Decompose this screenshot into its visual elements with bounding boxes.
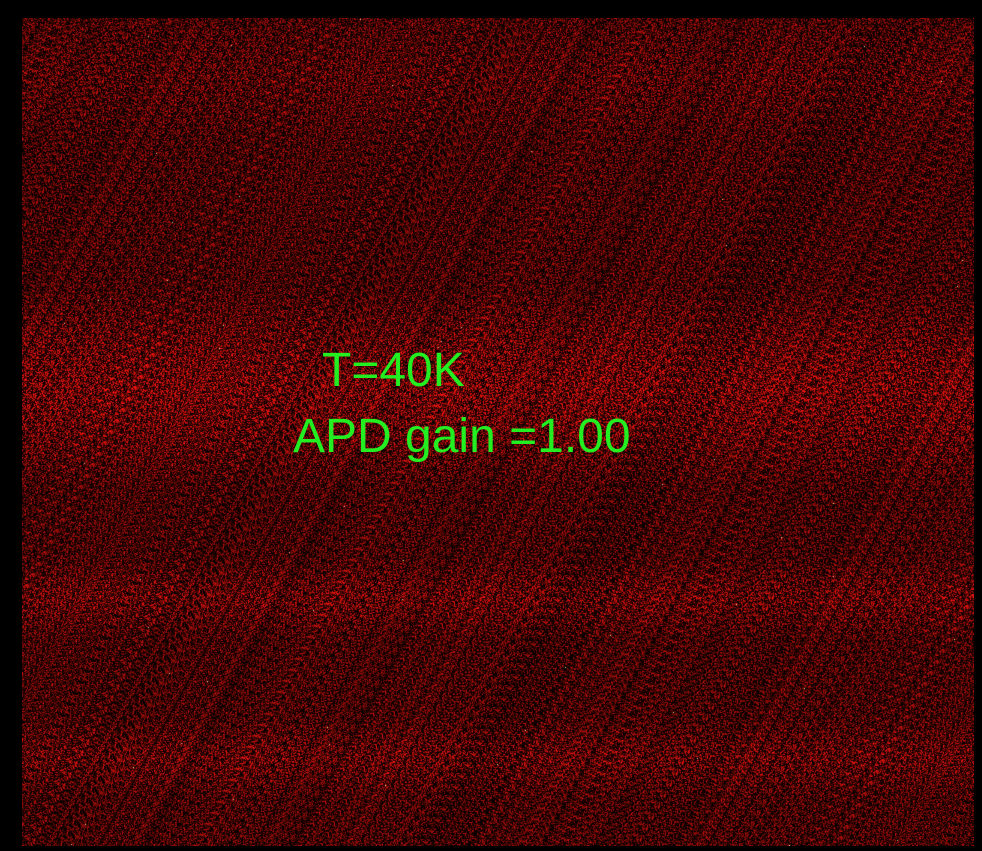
apd-gain-label: APD gain =1.00 [293, 410, 631, 463]
temperature-label: T=40K [322, 344, 465, 397]
detector-noise-image [22, 18, 974, 846]
